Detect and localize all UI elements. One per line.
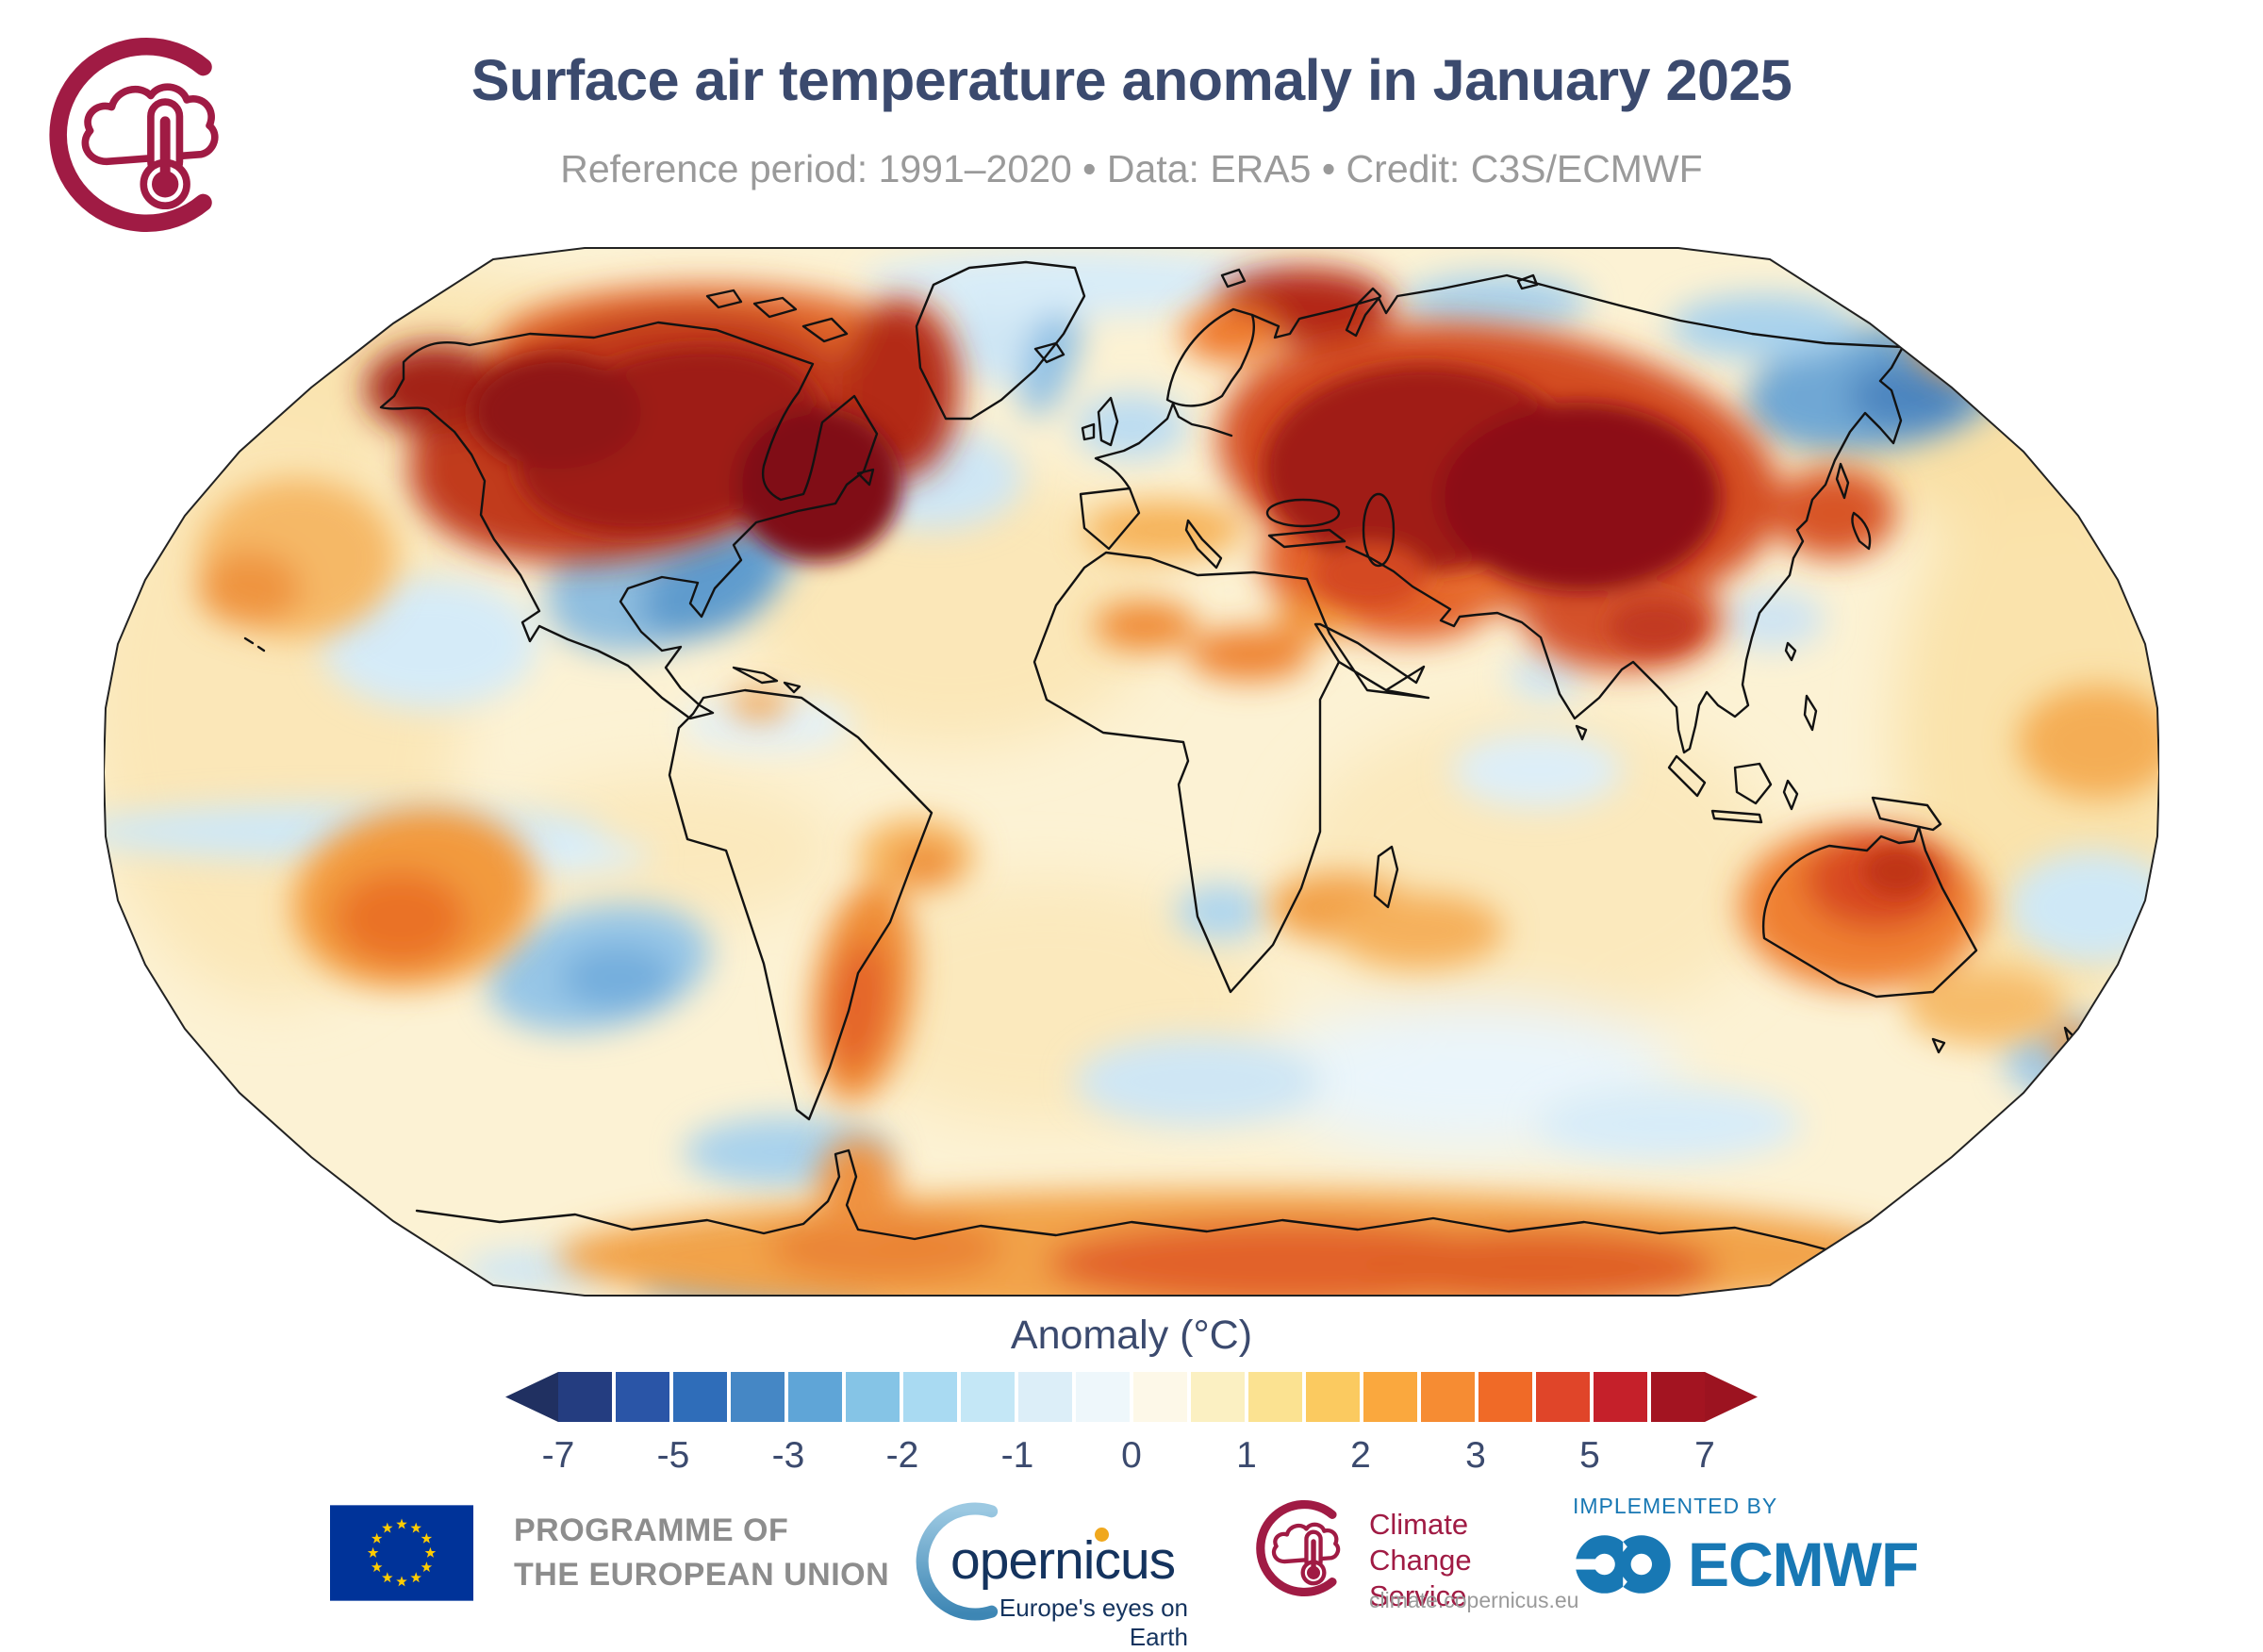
ecmwf-implemented-by: IMPLEMENTED BY <box>1573 1494 1778 1518</box>
copernicus-logo: opernicus Europe's eyes on Earth <box>903 1492 1205 1651</box>
c3s-service-line2: Change Service <box>1369 1544 1472 1612</box>
colorbar: -7 -5 -3 -2 -1 0 1 2 3 5 7 <box>505 1372 1758 1479</box>
world-map <box>102 247 2161 1297</box>
colorbar-segment <box>1651 1372 1705 1422</box>
colorbar-ticks: -7 -5 -3 -2 -1 0 1 2 3 5 7 <box>542 1422 1715 1479</box>
colorbar-segment <box>788 1372 842 1422</box>
colorbar-tick: -7 <box>541 1435 575 1476</box>
colorbar-segment <box>1478 1372 1532 1422</box>
colorbar-segment <box>1536 1372 1590 1422</box>
colorbar-tick: -1 <box>1000 1435 1034 1476</box>
colorbar-segment <box>616 1372 669 1422</box>
colorbar-tick: 1 <box>1236 1435 1257 1476</box>
ecmwf-mark-icon <box>1573 1535 1671 1594</box>
anomaly-field <box>104 248 2159 1296</box>
page-subtitle: Reference period: 1991–2020 • Data: ERA5… <box>560 147 1703 190</box>
c3s-footer-mark-icon <box>1256 1499 1341 1597</box>
colorbar-segment <box>1133 1372 1187 1422</box>
coastlines <box>243 260 2078 1286</box>
colorbar-tick: -3 <box>771 1435 805 1476</box>
c3s-footer-logo: Climate Change Service climate.copernicu… <box>1256 1497 1578 1620</box>
c3s-service-line1: Climate <box>1369 1508 1469 1541</box>
ecmwf-logo: IMPLEMENTED BY ECMWF <box>1573 1494 2025 1626</box>
colorbar-segment <box>846 1372 900 1422</box>
c3s-service-name: Climate Change Service <box>1369 1507 1567 1614</box>
footer-logos: PROGRAMME OF THE EUROPEAN UNION opernicu… <box>0 1471 2263 1651</box>
colorbar-segment <box>1248 1372 1302 1422</box>
colorbar-segment <box>961 1372 1015 1422</box>
c3s-logo <box>49 38 219 232</box>
colorbar-segment <box>1421 1372 1475 1422</box>
colorbar-segment <box>673 1372 727 1422</box>
colorbar-tick: 0 <box>1121 1435 1142 1476</box>
colorbar-left-arrow-icon <box>505 1372 558 1422</box>
colorbar-segment <box>1018 1372 1072 1422</box>
colorbar-tick: 2 <box>1350 1435 1371 1476</box>
c3s-crescent-icon <box>49 38 212 232</box>
colorbar-segments <box>558 1372 1705 1422</box>
copernicus-wordmark: opernicus <box>950 1530 1176 1591</box>
colorbar-tick: 7 <box>1694 1435 1715 1476</box>
colorbar-segment <box>1363 1372 1417 1422</box>
extreme-warm-cores <box>471 346 1931 896</box>
anomaly-map-container <box>102 247 2161 1297</box>
eu-programme-line2: THE EUROPEAN UNION <box>514 1557 890 1593</box>
colorbar-tick: 3 <box>1465 1435 1486 1476</box>
colorbar-segment <box>1076 1372 1130 1422</box>
colorbar-segment <box>558 1372 612 1422</box>
c3s-url: climate.copernicus.eu <box>1369 1588 1579 1612</box>
colorbar-segment <box>903 1372 957 1422</box>
colorbar-segment <box>731 1372 785 1422</box>
colorbar-tick: -2 <box>885 1435 919 1476</box>
colorbar-right-arrow-icon <box>1705 1372 1758 1422</box>
copernicus-tagline: Europe's eyes on Earth <box>999 1594 1188 1651</box>
eu-flag-icon <box>330 1505 473 1601</box>
eu-programme-line1: PROGRAMME OF <box>514 1512 789 1548</box>
colorbar-segment <box>1594 1372 1647 1422</box>
ecmwf-name: ECMWF <box>1688 1529 1919 1599</box>
colorbar-segment <box>1191 1372 1245 1422</box>
map-outline <box>102 247 2161 1297</box>
colorbar-tick: -5 <box>656 1435 690 1476</box>
page-title: Surface air temperature anomaly in Janua… <box>471 48 1792 112</box>
colorbar-segment <box>1306 1372 1360 1422</box>
colorbar-label: Anomaly (°C) <box>1010 1313 1253 1358</box>
colorbar-tick: 5 <box>1579 1435 1600 1476</box>
copernicus-dot-icon <box>1095 1528 1109 1542</box>
copernicus-crescent-icon <box>916 1502 999 1621</box>
eu-programme-text: PROGRAMME OF THE EUROPEAN UNION <box>514 1509 889 1597</box>
